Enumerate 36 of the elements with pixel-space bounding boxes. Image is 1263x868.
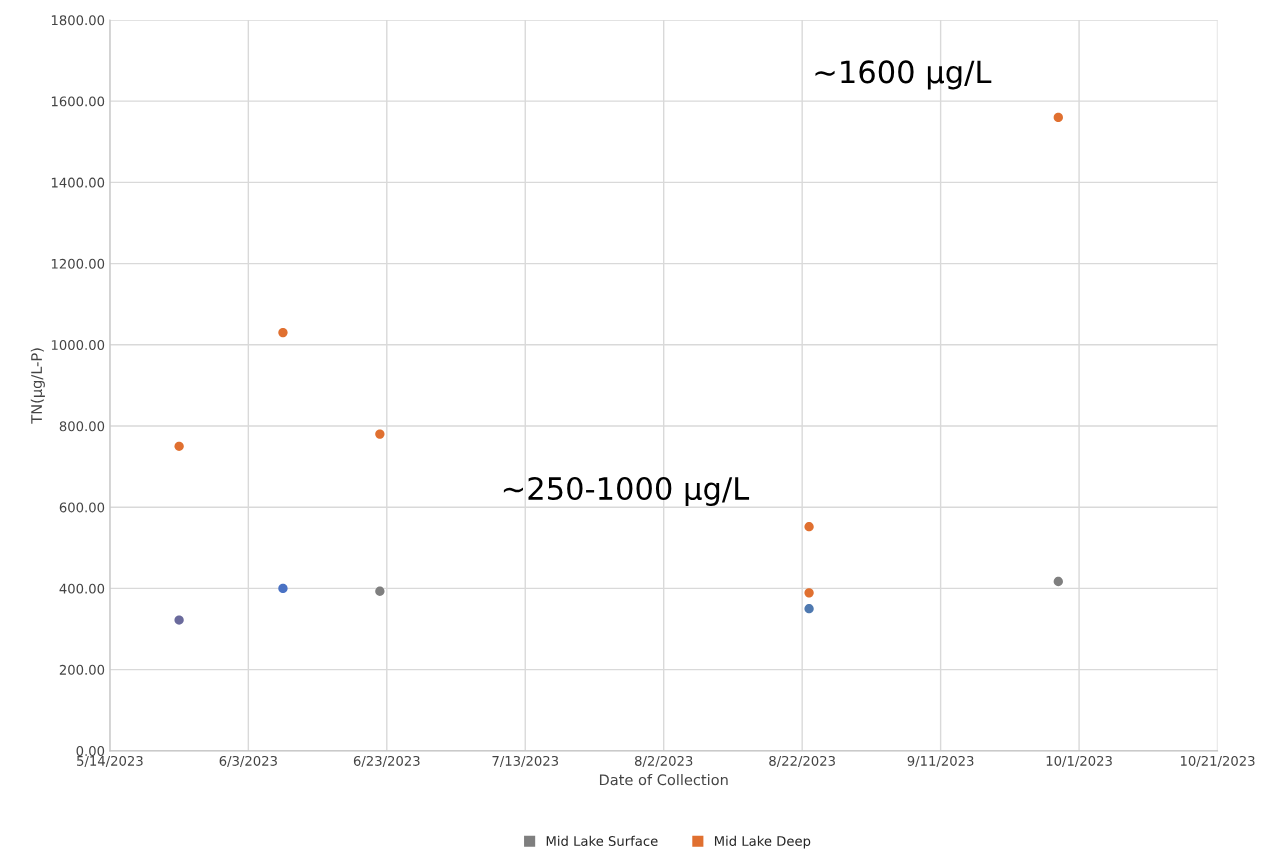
point	[375, 586, 385, 596]
point	[375, 429, 385, 439]
point	[174, 615, 184, 625]
x-axis-title: Date of Collection	[599, 774, 728, 786]
y-tick-label: 1800.00	[51, 15, 105, 26]
x-tick-label: 5/14/2023	[77, 755, 143, 767]
x-tick-label: 9/11/2023	[907, 755, 974, 767]
y-tick-label: 1400.00	[51, 177, 105, 188]
y-tick-label: 1000.00	[51, 340, 105, 350]
annotation: ~1600 µg/L	[815, 60, 992, 90]
y-tick-label: 800.00	[59, 421, 105, 432]
x-tick-label: 10/21/2023	[1180, 755, 1255, 767]
x-tick-label: 6/3/2023	[219, 755, 277, 767]
y-tick-label: 1200.00	[51, 258, 105, 269]
point	[804, 604, 814, 614]
y-tick-label: 0.00	[76, 746, 105, 757]
point	[278, 327, 288, 338]
point	[174, 441, 184, 451]
point	[804, 522, 814, 532]
x-tick-label: 7/13/2023	[492, 755, 559, 767]
y-tick-label: 400.00	[59, 583, 105, 594]
legend-label: Mid Lake Deep	[714, 835, 811, 849]
x-tick-label: 10/1/2023	[1046, 755, 1112, 767]
y-tick-label: 200.00	[59, 664, 105, 675]
point	[804, 588, 814, 598]
annotation: ~250-1000 µg/L	[503, 476, 750, 506]
y-axis-title: TN(µg/L-P)	[30, 348, 45, 424]
point	[1053, 112, 1063, 123]
point	[1053, 576, 1063, 587]
x-tick-label: 8/22/2023	[769, 755, 835, 767]
point	[278, 583, 288, 594]
legend-label: Mid Lake Surface	[546, 835, 658, 846]
x-tick-label: 6/23/2023	[353, 755, 420, 767]
y-tick-label: 600.00	[59, 502, 105, 513]
x-tick-label: 8/2/2023	[634, 755, 693, 767]
y-tick-label: 1600.00	[51, 96, 105, 107]
